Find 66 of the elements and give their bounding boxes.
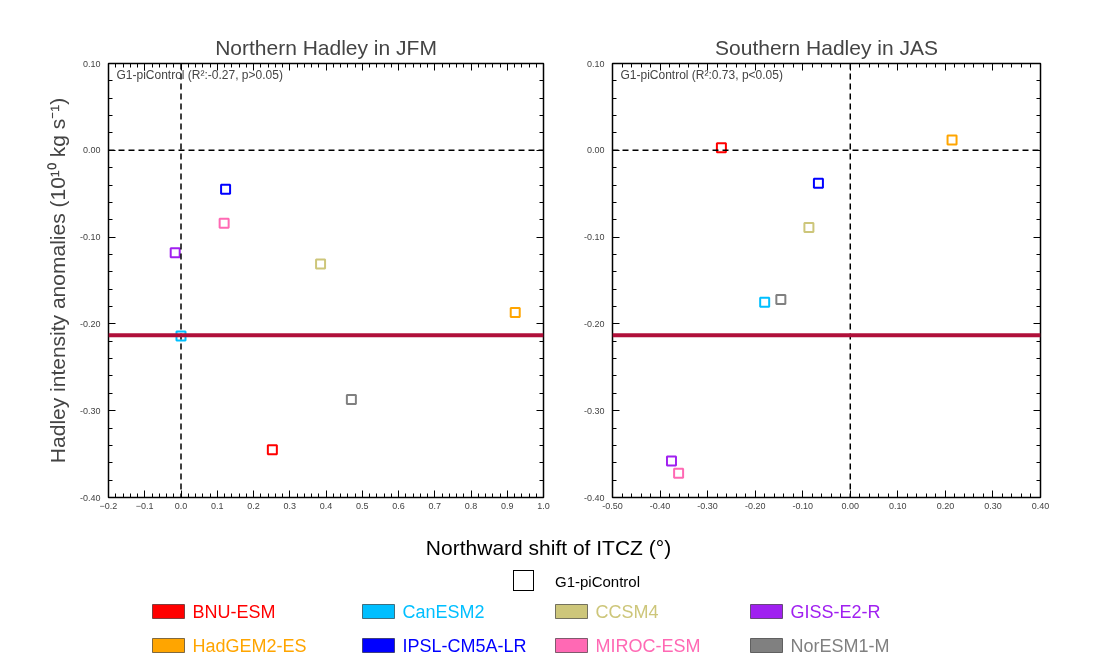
point	[715, 142, 727, 154]
legend-label: HadGEM2-ES	[192, 635, 307, 656]
x-tick-label: 0.5	[355, 500, 369, 511]
legend-label: CanESM2	[402, 601, 485, 622]
x-tick-label: 0.0	[174, 500, 188, 511]
x-axis-title: Northward shift of ITCZ (°)	[425, 536, 672, 559]
x-tick-label: −0.2	[99, 500, 118, 511]
x-tick-label: 0.00	[841, 500, 860, 511]
x-tick-label: 0.20	[936, 500, 955, 511]
point	[220, 183, 232, 195]
x-tick-label: -0.10	[792, 500, 813, 511]
point	[509, 307, 521, 319]
point	[775, 294, 787, 306]
point	[812, 177, 824, 189]
x-tick-label: -0.40	[649, 500, 671, 511]
x-tick-label: 0.2	[247, 500, 260, 511]
annotation: G1-piControl (R²:0.73, p<0.05)	[620, 67, 783, 82]
x-tick-label: 0.8	[464, 500, 478, 511]
y-tick-label: 0.10	[586, 58, 605, 69]
legend-label: MIROC-ESM	[595, 635, 701, 656]
point	[266, 444, 278, 456]
x-tick-label: 0.1	[210, 500, 224, 511]
x-tick-label: -0.50	[602, 500, 623, 511]
x-tick-label: 1.0	[537, 500, 550, 511]
point	[169, 247, 181, 259]
chart-title: Southern Hadley in JAS	[715, 35, 938, 59]
x-tick-label: 0.30	[984, 500, 1002, 511]
legend-label: IPSL-CM5A-LR	[402, 635, 527, 656]
legend-label: GISS-E2-R	[790, 601, 881, 622]
y-tick-label: -0.40	[583, 492, 605, 503]
point	[665, 455, 677, 467]
legend-label: NorESM1-M	[790, 635, 890, 656]
point	[218, 217, 230, 229]
y-tick-label: 0.10	[82, 58, 101, 69]
point	[759, 296, 771, 308]
y-tick-label: 0.00	[82, 145, 101, 156]
y-tick-label: -0.30	[583, 405, 605, 416]
chart-title: Northern Hadley in JFM	[215, 35, 437, 59]
y-tick-label: -0.10	[583, 232, 605, 243]
x-tick-label: 0.9	[500, 500, 514, 511]
legend-label: BNU-ESM	[192, 601, 276, 622]
point	[673, 467, 685, 479]
y-axis-title: Hadley intensity anomalies (10¹⁰ kg s⁻¹)	[45, 97, 69, 464]
x-tick-label: 0.40	[1031, 500, 1050, 511]
point	[946, 134, 958, 146]
x-tick-label: -0.30	[697, 500, 718, 511]
x-tick-label: 0.3	[283, 500, 297, 511]
x-tick-label: 0.4	[319, 500, 333, 511]
y-tick-label: -0.20	[79, 318, 101, 329]
point	[315, 258, 327, 270]
y-tick-label: 0.00	[586, 145, 605, 156]
y-tick-label: -0.20	[583, 318, 605, 329]
point	[345, 393, 357, 405]
y-tick-label: -0.10	[79, 232, 101, 243]
x-tick-label: 0.10	[889, 500, 907, 511]
point	[803, 222, 815, 234]
y-tick-label: -0.30	[79, 405, 101, 416]
y-tick-label: -0.40	[79, 492, 101, 503]
legend-title: G1-piControl	[555, 572, 641, 592]
legend-label: CCSM4	[595, 601, 659, 622]
x-tick-label: −0.1	[135, 500, 154, 511]
point	[175, 330, 187, 342]
x-tick-label: 0.7	[428, 500, 442, 511]
annotation: G1-piControl (R²:-0.27, p>0.05)	[116, 67, 283, 82]
x-tick-label: 0.6	[392, 500, 405, 511]
x-tick-label: -0.20	[744, 500, 766, 511]
